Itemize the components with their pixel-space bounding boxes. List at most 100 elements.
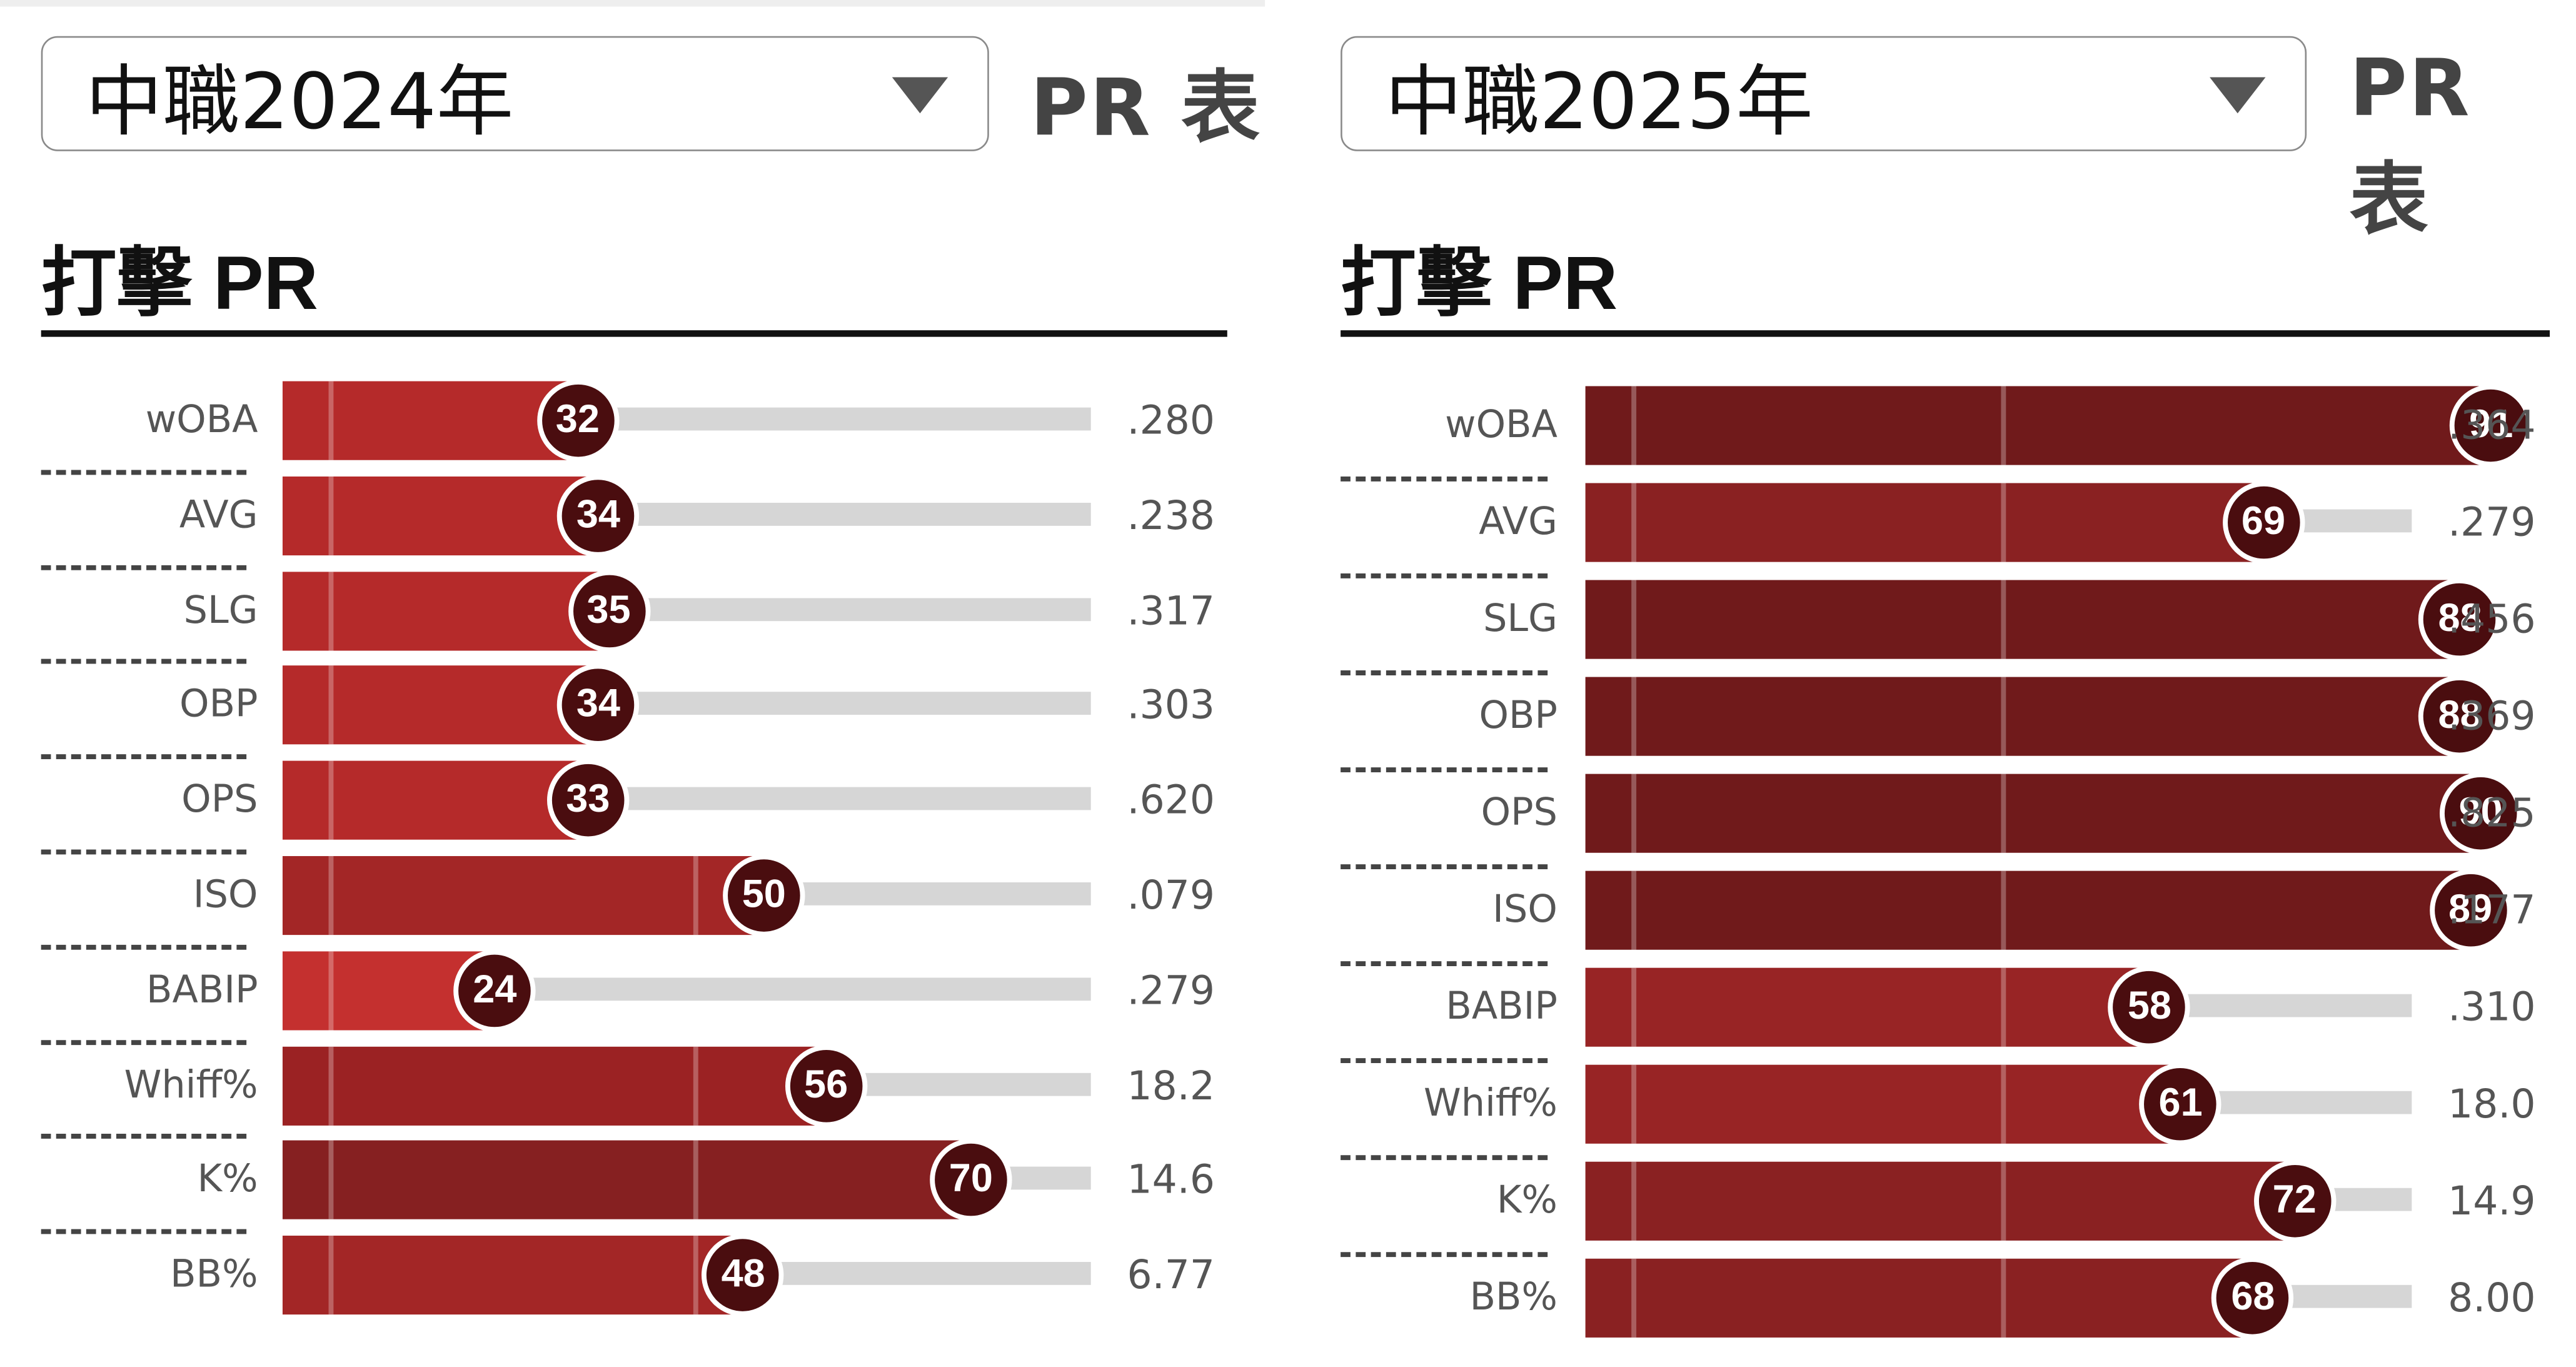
bar-gridline bbox=[1631, 483, 1637, 562]
row-separator bbox=[1341, 1058, 1548, 1064]
pr-value-badge: 61 bbox=[2139, 1063, 2222, 1146]
metric-row: K% 70 14.6 bbox=[0, 1137, 1265, 1234]
pr-value-badge: 70 bbox=[930, 1139, 1012, 1222]
pr-bar bbox=[282, 381, 578, 460]
season-select[interactable]: 中職2024年 bbox=[41, 36, 989, 151]
bar-gridline bbox=[328, 571, 334, 650]
chevron-down-icon[interactable] bbox=[2210, 77, 2266, 114]
metric-label: wOBA bbox=[145, 399, 258, 442]
pr-value-badge: 34 bbox=[557, 474, 640, 557]
pr-value-badge: 24 bbox=[453, 949, 536, 1032]
bar-gridline bbox=[2001, 677, 2006, 756]
pr-value-badge: 88 bbox=[2418, 675, 2502, 758]
metric-row: BABIP 24 .279 bbox=[0, 948, 1265, 1045]
season-select[interactable]: 中職2025年 bbox=[1341, 36, 2307, 151]
metric-label: AVG bbox=[179, 494, 258, 537]
season-panel-2025: 中職2025年 PR 表 打擊 PR wOBA 91.364 AVG 69 .279 SL… bbox=[1298, 0, 2576, 1367]
pr-bar bbox=[1585, 483, 2264, 562]
metric-row: Whiff% 61 18.0 bbox=[1298, 1061, 2576, 1161]
metric-row: OBP 34 .303 bbox=[0, 663, 1265, 760]
title-rule bbox=[1341, 330, 2550, 337]
season-select-value: 中職2024年 bbox=[85, 56, 514, 148]
row-separator bbox=[1341, 670, 1548, 675]
bar-gridline bbox=[328, 1141, 334, 1220]
bar-gridline bbox=[328, 855, 334, 936]
bar-gridline bbox=[693, 1046, 698, 1125]
metric-row: BB% 48 6.77 bbox=[0, 1233, 1265, 1328]
bar-gridline bbox=[328, 381, 334, 460]
stat-value: .177 bbox=[2448, 887, 2536, 934]
pr-track bbox=[826, 1072, 1091, 1096]
metric-row: Whiff% 56 18.2 bbox=[0, 1042, 1265, 1139]
pr-bar bbox=[282, 1236, 743, 1315]
metric-label: ISO bbox=[1492, 889, 1557, 932]
row-separator bbox=[41, 1039, 247, 1045]
metric-label: ISO bbox=[193, 874, 258, 917]
stat-value: 14.9 bbox=[2448, 1178, 2536, 1224]
section-title: 打擊 PR bbox=[41, 240, 318, 326]
bar-gridline bbox=[2001, 967, 2006, 1047]
bar-gridline bbox=[2001, 1161, 2006, 1241]
metric-row: BB% 68 8.00 bbox=[1298, 1255, 2576, 1350]
metric-row: SLG 35 .317 bbox=[0, 568, 1265, 665]
bar-gridline bbox=[328, 1046, 334, 1125]
pr-bar bbox=[1585, 677, 2460, 756]
pr-bar bbox=[1585, 1161, 2295, 1241]
stat-value: .280 bbox=[1127, 397, 1215, 444]
stat-value: .310 bbox=[2448, 984, 2536, 1031]
pr-value-badge: 72 bbox=[2253, 1160, 2336, 1243]
row-separator bbox=[41, 564, 247, 570]
bar-gridline bbox=[328, 951, 334, 1030]
metric-row: K% 72 14.9 bbox=[1298, 1158, 2576, 1258]
metric-row: ISO 50 .079 bbox=[0, 853, 1265, 950]
row-separator bbox=[1341, 1252, 1548, 1258]
bar-gridline bbox=[1631, 774, 1637, 853]
stat-value: .303 bbox=[1127, 682, 1215, 729]
pr-track bbox=[608, 597, 1091, 621]
bar-gridline bbox=[2001, 1064, 2006, 1144]
season-select-value: 中職2025年 bbox=[1385, 56, 1813, 148]
metric-label: K% bbox=[1496, 1179, 1557, 1223]
stat-value: .364 bbox=[2448, 402, 2536, 449]
pr-table-label: PR 表 bbox=[1030, 62, 1262, 154]
row-separator bbox=[41, 849, 247, 855]
bar-gridline bbox=[1631, 1258, 1637, 1338]
top-divider bbox=[0, 0, 1265, 7]
pr-bar bbox=[1585, 386, 2492, 465]
bar-gridline bbox=[328, 761, 334, 840]
row-separator bbox=[1341, 477, 1548, 482]
pr-bar bbox=[282, 476, 598, 555]
metric-row: wOBA 91.364 bbox=[1298, 383, 2576, 482]
stat-value: .369 bbox=[2448, 693, 2536, 740]
metric-label: Whiff% bbox=[1424, 1082, 1557, 1126]
metric-row: OBP 88.369 bbox=[1298, 673, 2576, 772]
row-separator bbox=[1341, 961, 1548, 967]
stat-value: .279 bbox=[2448, 499, 2536, 546]
metric-row: AVG 34 .238 bbox=[0, 473, 1265, 570]
chevron-down-icon[interactable] bbox=[892, 77, 948, 114]
bar-gridline bbox=[2001, 580, 2006, 659]
metric-label: OPS bbox=[181, 779, 258, 822]
pr-bar bbox=[1585, 967, 2150, 1047]
metric-label: wOBA bbox=[1445, 404, 1557, 447]
bar-gridline bbox=[1631, 1161, 1637, 1241]
pr-value-badge: 33 bbox=[546, 759, 630, 842]
metric-label: SLG bbox=[1483, 598, 1557, 641]
metric-label: BABIP bbox=[1446, 986, 1557, 1029]
row-separator bbox=[41, 754, 247, 760]
stat-value: 14.6 bbox=[1127, 1157, 1215, 1204]
metric-label: SLG bbox=[183, 589, 258, 632]
pr-value-badge: 35 bbox=[567, 569, 650, 652]
row-separator bbox=[41, 1229, 247, 1234]
pr-bar bbox=[1585, 1064, 2181, 1144]
pr-bar bbox=[282, 666, 598, 745]
metric-label: Whiff% bbox=[124, 1064, 258, 1107]
row-separator bbox=[41, 1134, 247, 1139]
pr-track bbox=[588, 787, 1091, 810]
pr-bar bbox=[282, 571, 609, 650]
metric-label: BABIP bbox=[146, 969, 258, 1012]
bar-gridline bbox=[328, 666, 334, 745]
bar-gridline bbox=[328, 476, 334, 555]
pr-bar bbox=[282, 855, 764, 936]
